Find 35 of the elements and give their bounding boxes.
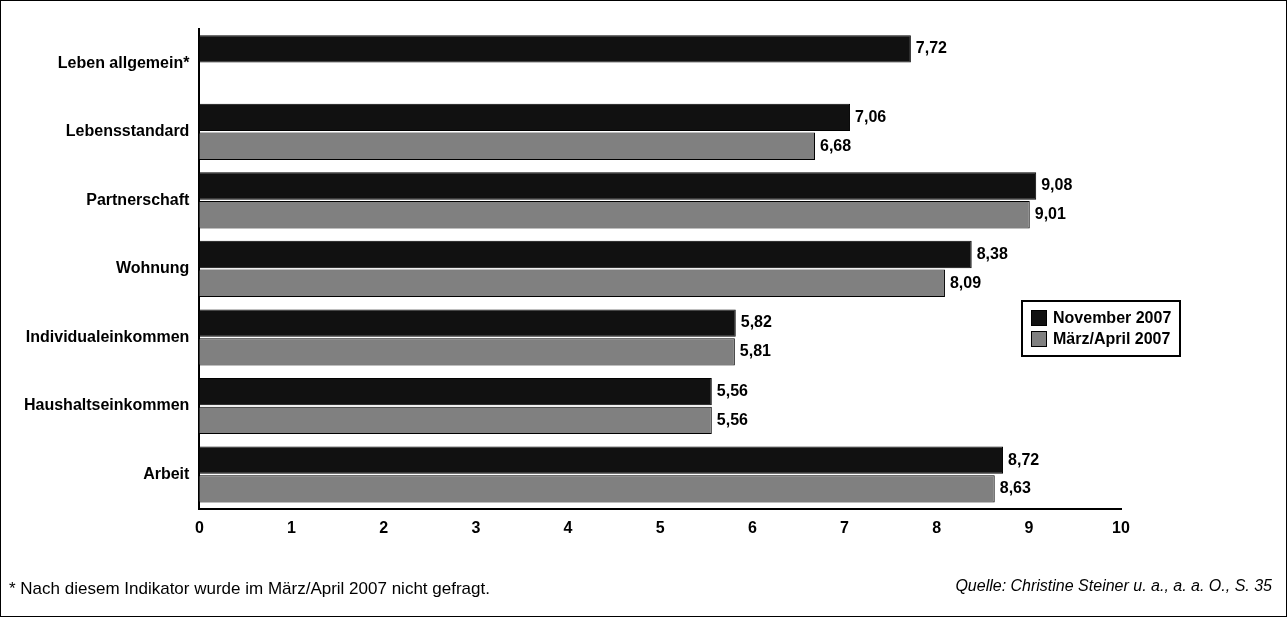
x-tick-label: 3	[471, 518, 481, 536]
x-tick-label: 10	[1112, 518, 1130, 536]
data-label: 8,38	[976, 244, 1008, 262]
data-label: 5,56	[716, 382, 749, 399]
x-tick-label: 7	[840, 518, 850, 536]
data-label: 5,56	[716, 410, 749, 428]
x-tick-label: 9	[1024, 518, 1034, 536]
x-tick-label: 8	[932, 518, 942, 536]
x-tick-label: 5	[655, 518, 665, 536]
data-label: 7,06	[855, 107, 887, 125]
legend-label: März/April 2007	[1053, 330, 1171, 349]
y-tick-label: Arbeit	[143, 464, 191, 482]
data-label: 8,63	[999, 479, 1031, 497]
x-tick-label: 6	[747, 518, 757, 536]
data-label: 9,01	[1034, 205, 1066, 223]
text: * Nach diesem Indikator wurde im März/April 2007 nicht gefragt.	[9, 579, 490, 599]
data-label: 5,81	[739, 342, 772, 360]
data-label: 8,09	[949, 273, 982, 291]
data-label: 6,68	[820, 136, 852, 154]
x-tick-label: 0	[194, 518, 204, 536]
data-label: 9,08	[1041, 176, 1073, 194]
x-tick-label: 1	[287, 518, 297, 536]
y-tick-label: Haushaltseinkommen	[23, 396, 190, 414]
x-tick-label: 2	[379, 518, 389, 536]
data-label: 5,82	[740, 313, 773, 331]
y-tick-label: Partnerschaft	[86, 190, 191, 208]
y-tick-label: Individualeinkommen	[25, 327, 190, 345]
source-note: Quelle: Christine Steiner u. a., a. a. O., S. 35	[955, 577, 1272, 595]
y-tick-label: Leben allgemein*	[57, 53, 191, 71]
x-tick-label: 4	[563, 518, 573, 536]
data-label: 8,72	[1008, 450, 1040, 468]
legend-label: November 2007	[1053, 309, 1172, 328]
data-label: 7,72	[915, 39, 948, 57]
y-tick-label: Wohnung	[115, 259, 190, 277]
y-tick-label: Lebensstandard	[65, 122, 190, 140]
